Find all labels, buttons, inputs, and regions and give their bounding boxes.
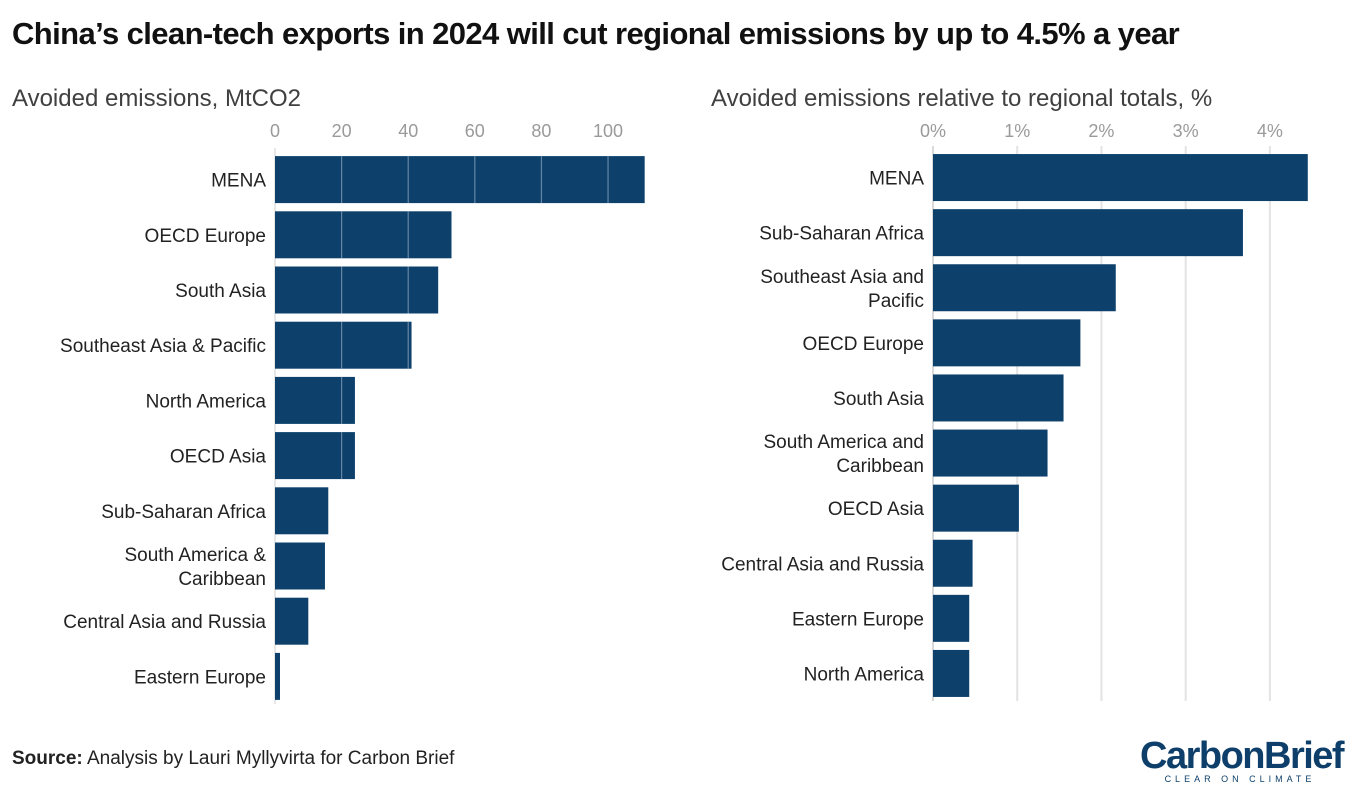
category-label: South America & [124,545,266,566]
category-label: Caribbean [836,456,924,477]
category-label: Southeast Asia & Pacific [60,336,266,357]
category-label: OECD Asia [170,447,267,468]
category-label: Central Asia and Russia [63,612,266,633]
bar [933,649,970,697]
carbon-brief-logo[interactable]: CarbonBrief CLEAR ON CLIMATE [1140,735,1345,784]
x-tick-label: 20 [332,121,352,141]
x-tick-label: 1% [1004,121,1030,141]
source-label: Source: [12,748,83,769]
bar [275,211,452,259]
x-tick-label: 0% [920,121,946,141]
bar [275,266,439,314]
category-label: North America [146,391,267,412]
bar [275,542,325,590]
bar [933,154,1308,202]
bar [933,209,1243,257]
x-tick-label: 100 [593,121,623,141]
x-tick-label: 3% [1173,121,1199,141]
x-tick-label: 4% [1257,121,1283,141]
bar [933,374,1064,422]
category-label: South Asia [175,281,266,302]
page-title: China’s clean-tech exports in 2024 will … [12,16,1180,51]
x-tick-label: 0 [270,121,280,141]
chart-subtitle: Avoided emissions relative to regional t… [711,85,1212,112]
category-label: Southeast Asia and [760,267,924,288]
category-label: Eastern Europe [134,667,266,688]
category-label: OECD Asia [828,499,925,520]
x-tick-label: 60 [465,121,485,141]
bar [933,429,1048,477]
category-label: OECD Europe [145,226,266,247]
bar [275,597,309,645]
x-tick-label: 80 [531,121,551,141]
category-label: Sub-Saharan Africa [759,224,924,245]
category-label: Sub-Saharan Africa [101,502,266,523]
category-label: Eastern Europe [792,609,924,630]
category-label: Pacific [868,291,924,312]
category-label: Central Asia and Russia [721,554,924,575]
category-label: South Asia [833,389,924,410]
bar [933,264,1116,312]
logo-wordmark: CarbonBrief [1140,735,1345,777]
chart-subtitle: Avoided emissions, MtCO2 [12,85,301,112]
bar [275,321,412,369]
bar [933,539,973,587]
category-label: MENA [211,171,266,192]
category-label: MENA [869,169,924,190]
source-text: Analysis by Lauri Myllyvirta for Carbon … [86,748,455,769]
category-label: North America [804,664,925,685]
bar [933,594,970,642]
bar [275,487,329,535]
bar [275,652,280,700]
source-note: Source: Analysis by Lauri Myllyvirta for… [12,748,454,770]
bar [933,319,1081,367]
x-tick-label: 2% [1088,121,1114,141]
category-label: South America and [763,432,924,453]
bar [275,156,645,204]
category-label: OECD Europe [803,334,924,355]
category-label: Caribbean [178,569,266,590]
x-tick-label: 40 [398,121,418,141]
logo-tagline: CLEAR ON CLIMATE [1164,774,1316,784]
chart-avoided-emissions: Avoided emissions, MtCO2 0 20 40 60 80 100 ME… [12,85,645,704]
bar [933,484,1019,532]
chart-relative-emissions: Avoided emissions relative to regional t… [711,85,1308,701]
